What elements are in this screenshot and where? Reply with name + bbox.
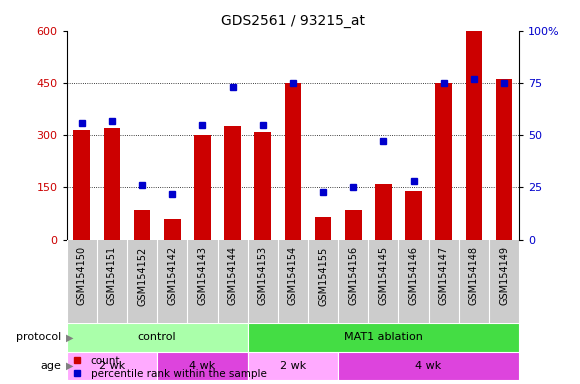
Bar: [194, 135, 211, 240]
Legend: count, percentile rank within the sample: count, percentile rank within the sample: [72, 356, 267, 379]
Bar: [248, 352, 338, 380]
Text: GSM154142: GSM154142: [167, 246, 177, 305]
Bar: [224, 126, 241, 240]
Text: GSM154152: GSM154152: [137, 246, 147, 306]
Text: MAT1 ablation: MAT1 ablation: [344, 333, 423, 343]
Text: ▶: ▶: [66, 333, 73, 343]
Text: GSM154146: GSM154146: [408, 246, 419, 305]
Text: GSM154147: GSM154147: [438, 246, 449, 305]
Text: GSM154144: GSM154144: [227, 246, 238, 305]
Bar: [285, 83, 301, 240]
Bar: [104, 128, 120, 240]
Text: 2 wk: 2 wk: [99, 361, 125, 371]
Text: GSM154154: GSM154154: [288, 246, 298, 305]
Text: protocol: protocol: [16, 333, 61, 343]
Title: GDS2561 / 93215_at: GDS2561 / 93215_at: [221, 14, 365, 28]
Text: age: age: [40, 361, 61, 371]
Bar: [436, 83, 452, 240]
Text: 4 wk: 4 wk: [189, 361, 216, 371]
Bar: [74, 130, 90, 240]
Text: GSM154149: GSM154149: [499, 246, 509, 305]
Text: GSM154153: GSM154153: [258, 246, 268, 305]
Text: GSM154155: GSM154155: [318, 246, 328, 306]
Text: 2 wk: 2 wk: [280, 361, 306, 371]
Text: control: control: [138, 333, 176, 343]
Text: 4 wk: 4 wk: [415, 361, 442, 371]
Text: GSM154156: GSM154156: [348, 246, 358, 305]
Bar: [255, 132, 271, 240]
Text: GSM154148: GSM154148: [469, 246, 479, 305]
Text: GSM154151: GSM154151: [107, 246, 117, 305]
Bar: [157, 352, 248, 380]
Bar: [338, 352, 519, 380]
Bar: [67, 352, 157, 380]
Bar: [164, 219, 180, 240]
Bar: [405, 191, 422, 240]
Text: GSM154150: GSM154150: [77, 246, 87, 305]
Bar: [67, 323, 248, 352]
Bar: [248, 323, 519, 352]
Bar: [134, 210, 150, 240]
Text: ▶: ▶: [66, 361, 73, 371]
Bar: [466, 31, 482, 240]
Text: GSM154145: GSM154145: [378, 246, 389, 305]
Text: GSM154143: GSM154143: [197, 246, 208, 305]
Bar: [315, 217, 331, 240]
Bar: [345, 210, 361, 240]
Bar: [375, 184, 392, 240]
Bar: [496, 79, 512, 240]
